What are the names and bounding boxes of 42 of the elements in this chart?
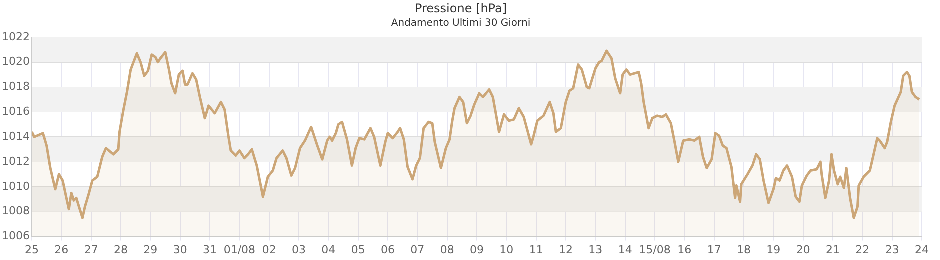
x-tick-label: 09	[470, 243, 484, 256]
x-tick-label: 29	[144, 243, 158, 256]
x-tick-label: 10	[500, 243, 514, 256]
x-tick-label: 25	[24, 243, 39, 256]
x-tick-label: 27	[84, 243, 98, 256]
y-tick-label: 1014	[2, 130, 30, 143]
x-tick-label: 13	[588, 243, 603, 256]
x-tick-label: 31	[202, 243, 217, 256]
x-tick-label: 22	[856, 243, 870, 256]
x-tick-label: 21	[826, 243, 840, 256]
x-tick-label: 05	[351, 243, 366, 256]
x-tick-label: 02	[262, 243, 276, 256]
y-tick-label: 1018	[2, 80, 30, 94]
x-tick-label: 17	[707, 243, 722, 256]
x-tick-label: 16	[678, 243, 692, 256]
x-tick-label: 01/08	[224, 243, 256, 256]
x-tick-label: 03	[292, 243, 306, 256]
x-tick-label: 20	[796, 243, 810, 256]
y-tick-label: 1006	[2, 230, 30, 243]
x-tick-label: 19	[766, 243, 781, 256]
x-tick-label: 06	[380, 243, 395, 256]
x-tick-label: 28	[114, 243, 128, 256]
x-tick-label: 30	[173, 243, 188, 256]
y-tick-label: 1012	[2, 154, 30, 168]
y-tick-label: 1008	[2, 204, 30, 218]
y-tick-label: 1010	[2, 180, 30, 193]
x-tick-label: 26	[54, 243, 69, 256]
x-tick-label: 23	[885, 243, 900, 256]
x-tick-label: 07	[410, 243, 425, 256]
x-tick-label: 18	[737, 243, 751, 256]
y-tick-label: 1020	[2, 55, 30, 68]
x-tick-label: 14	[618, 243, 632, 256]
chart-subtitle: Andamento Ultimi 30 Giorni	[391, 18, 531, 29]
x-tick-label: 15/08	[639, 243, 671, 256]
x-tick-label: 11	[529, 243, 544, 256]
x-tick-label: 04	[322, 243, 336, 256]
chart-title: Pressione [hPa]	[414, 1, 508, 16]
x-tick-label: 12	[559, 243, 573, 256]
y-tick-label: 1022	[2, 30, 30, 44]
x-tick-label: 08	[440, 243, 454, 256]
y-tick-label: 1016	[2, 105, 30, 118]
x-tick-label: 24	[915, 243, 929, 256]
